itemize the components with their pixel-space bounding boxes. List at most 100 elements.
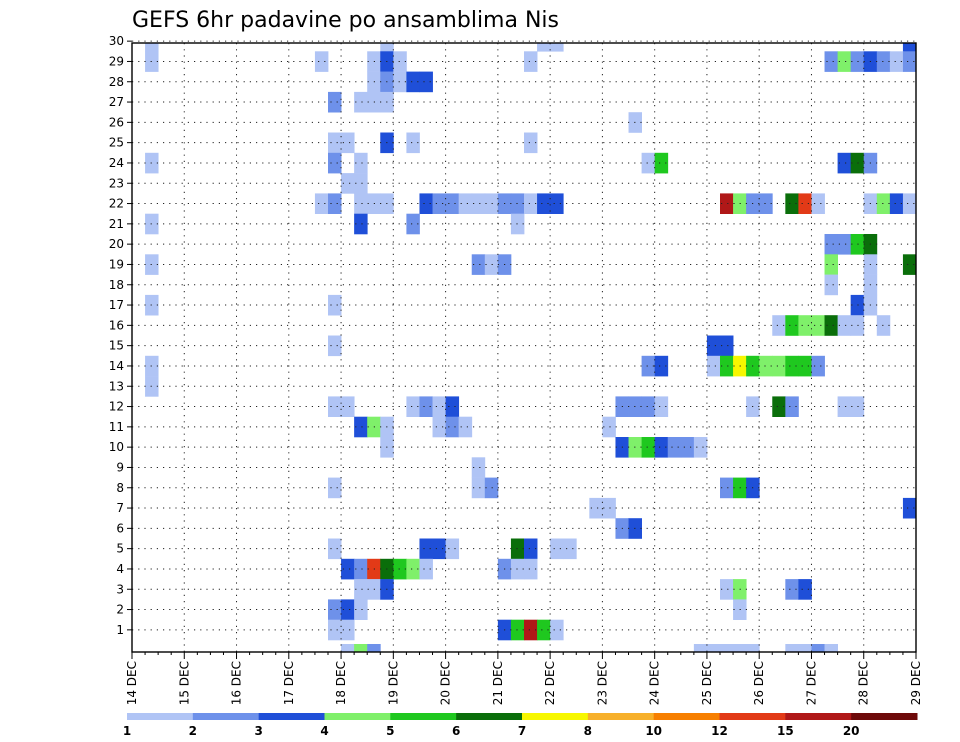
heatmap-cell — [354, 558, 368, 580]
heatmap-cell — [798, 193, 812, 214]
heatmap-cell — [811, 315, 825, 336]
colorbar-segment — [456, 713, 523, 720]
colorbar-label: 4 — [320, 724, 328, 738]
x-tick-label: 27 DEC — [804, 661, 818, 705]
heatmap-cell — [706, 355, 721, 377]
heatmap-cell — [328, 335, 342, 357]
y-tick-label: 21 — [109, 217, 124, 231]
x-tick-label: 20 DEC — [439, 661, 453, 705]
grid-lines — [132, 40, 916, 652]
heatmap-cell — [524, 193, 538, 214]
heatmap-cell — [654, 152, 669, 174]
heatmap-cell — [367, 644, 381, 653]
heatmap-cell — [145, 43, 159, 52]
heatmap-cell — [720, 579, 734, 600]
heatmap-cell — [641, 152, 656, 174]
heatmap-cell — [354, 599, 368, 620]
heatmap-cells — [145, 43, 917, 653]
heatmap-cell — [328, 538, 342, 560]
heatmap-cell — [471, 477, 486, 499]
heatmap-cell — [524, 619, 538, 641]
y-tick-label: 25 — [109, 136, 124, 150]
chart-title: GEFS 6hr padavine po ansamblima Nis — [132, 8, 559, 33]
heatmap-cell — [837, 51, 852, 72]
heatmap-cell — [824, 234, 838, 255]
x-axis: 14 DEC 15 DEC 16 DEC 17 DEC 18 DEC 19 DEC 20 D… — [125, 652, 923, 705]
heatmap-cell — [524, 51, 538, 72]
colorbar-segment — [192, 713, 260, 720]
heatmap-cell — [419, 538, 433, 560]
x-tick-label: 24 DEC — [648, 661, 662, 705]
heatmap-cell — [785, 644, 799, 653]
heatmap-cell — [510, 619, 525, 641]
colorbar-segment — [719, 713, 786, 720]
heatmap-cell — [720, 477, 734, 499]
y-tick-label: 24 — [109, 156, 124, 170]
heatmap-cell — [537, 43, 551, 52]
heatmap-cell — [145, 376, 159, 397]
y-tick-label: 12 — [109, 400, 124, 414]
x-tick-label: 29 DEC — [909, 661, 923, 705]
y-tick-label: 9 — [116, 460, 124, 474]
heatmap-cell — [824, 274, 838, 296]
heatmap-cell — [432, 538, 446, 560]
heatmap-cell — [733, 644, 747, 653]
heatmap-cell — [484, 477, 499, 499]
x-tick-label: 16 DEC — [230, 661, 244, 705]
y-tick-label: 29 — [109, 54, 124, 68]
heatmap-cell — [654, 396, 669, 417]
heatmap-cell — [145, 152, 159, 174]
heatmap-cell — [393, 558, 407, 580]
y-axis: 1234567891011121314151617181920212223242… — [109, 34, 132, 637]
heatmap-cell — [654, 437, 669, 458]
heatmap-cell — [145, 51, 159, 72]
y-tick-label: 13 — [109, 379, 124, 393]
y-tick-label: 10 — [109, 440, 124, 454]
colorbar-segment — [785, 713, 852, 720]
heatmap-cell — [902, 43, 917, 52]
heatmap-cell — [772, 396, 786, 417]
x-tick-label: 14 DEC — [125, 661, 139, 705]
colorbar-segment — [127, 713, 194, 720]
heatmap-cell — [458, 416, 473, 438]
heatmap-cell — [145, 294, 159, 316]
heatmap-cell — [445, 416, 460, 438]
heatmap-cell — [510, 213, 525, 235]
heatmap-cell — [902, 193, 917, 214]
heatmap-cell — [328, 91, 342, 113]
heatmap-cell — [824, 51, 838, 72]
heatmap-cell — [328, 619, 342, 641]
heatmap-cell — [889, 51, 904, 72]
heatmap-cell — [380, 43, 394, 52]
colorbar-label: 7 — [518, 724, 526, 738]
heatmap-cell — [354, 213, 368, 235]
heatmap-cell — [902, 51, 917, 72]
heatmap-cell — [314, 193, 329, 214]
heatmap-cell — [811, 355, 825, 377]
y-tick-label: 19 — [109, 257, 124, 271]
y-tick-label: 4 — [116, 562, 124, 576]
heatmap-cell — [328, 599, 342, 620]
heatmap-cell — [693, 644, 708, 653]
x-tick-label: 22 DEC — [543, 661, 557, 705]
heatmap-cell — [876, 193, 891, 214]
heatmap-cell — [328, 132, 342, 154]
x-tick-label: 26 DEC — [752, 661, 766, 705]
heatmap-cell — [876, 51, 891, 72]
heatmap-cell — [720, 355, 734, 377]
heatmap-cell — [746, 644, 760, 653]
heatmap-cell — [432, 396, 446, 417]
heatmap-cell — [328, 396, 342, 417]
y-tick-label: 18 — [109, 278, 124, 292]
heatmap-cell — [354, 193, 368, 214]
heatmap-cell — [393, 71, 407, 93]
heatmap-cell — [785, 355, 799, 377]
heatmap-cell — [602, 416, 616, 438]
heatmap-cell — [563, 538, 577, 560]
heatmap-cell — [902, 254, 917, 275]
heatmap-cell — [445, 193, 460, 214]
heatmap-cell — [471, 254, 486, 275]
heatmap-cell — [811, 193, 825, 214]
y-tick-label: 26 — [109, 115, 124, 129]
colorbar-label: 1 — [123, 724, 131, 738]
